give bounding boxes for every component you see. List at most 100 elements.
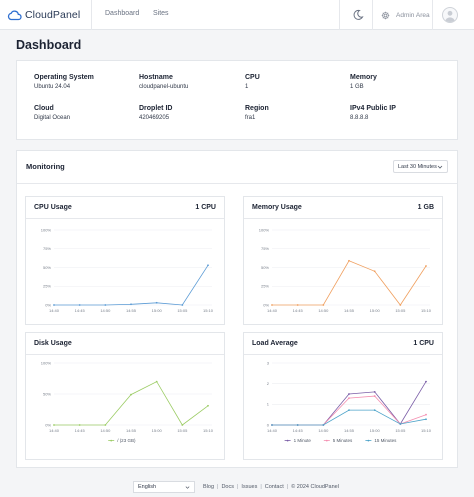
footer-link-blog[interactable]: Blog [203,484,215,490]
language-select[interactable]: English [133,481,195,493]
data-point [373,409,376,412]
data-point [181,424,184,426]
footer: English Blog | Docs | Issues | Contact | © 2024 … [0,481,474,497]
x-tick-label: 15:05 [177,308,188,313]
info-value: Ubuntu 24.04 [34,84,71,90]
y-tick-label: 100% [41,360,52,365]
footer-link-docs[interactable]: Docs [221,484,234,490]
legend-marker [367,439,370,442]
gear-icon [381,11,390,19]
data-point [53,424,55,426]
footer-link-issues[interactable]: Issues [241,484,258,490]
page-title: Dashboard [16,38,82,52]
divider [432,0,433,30]
info-value: 8.8.8.8 [350,115,369,121]
panel-title: Load Average [252,340,298,347]
cpu-usage-panel: 0% 25% 50% 75% 100% 14:40 14:45 14:50 14:55 15:00… [25,196,225,325]
monitoring-card: Monitoring Last 30 Minutes 0% 25% 50% 75% 10… [16,150,458,468]
info-value: 1 GB [350,84,364,90]
series-line [272,381,427,426]
x-tick-label: 14:40 [267,308,278,313]
divider [17,183,457,184]
x-tick-label: 15:10 [421,428,432,433]
disk-usage-chart: 0% 50% 100% 14:40 14:45 14:50 14:55 15:00 15:05 1… [41,360,214,443]
disk-usage-panel: 0% 50% 100% 14:40 14:45 14:50 14:55 15:00 15:05 1… [25,332,225,460]
data-point [130,393,132,396]
y-tick-label: 0 [267,422,270,427]
info-label: Region [245,105,269,112]
x-tick-label: 14:45 [293,308,304,313]
data-point [322,304,325,306]
panel-cpu-count: 1 CPU [195,204,216,211]
data-point [373,391,376,393]
load-average-chart: 0 1 2 3 14:40 14:45 14:50 14:55 15:00 15:05 15:10 1… [267,360,432,443]
footer-link-contact[interactable]: Contact [264,484,284,490]
data-point [181,304,184,306]
moon-icon[interactable] [352,9,364,21]
info-value: 420469205 [139,115,170,121]
data-point [399,423,402,425]
data-point [373,395,376,397]
admin-area-link[interactable]: Admin Area [381,8,430,22]
divider [26,218,224,219]
info-region: Region fra1 [245,105,269,121]
y-tick-label: 100% [41,227,52,232]
nav-sites[interactable]: Sites [153,10,169,17]
info-value: 1 [245,84,249,90]
x-tick-label: 14:55 [126,428,137,433]
info-value: Digital Ocean [34,115,71,121]
y-tick-label: 25% [261,284,269,289]
data-point [348,393,350,395]
data-point [425,418,427,421]
data-point [78,424,81,426]
x-tick-label: 15:00 [152,428,163,433]
user-icon [445,10,455,22]
y-tick-label: 0% [263,302,269,307]
panel-title: Memory Usage [252,204,302,211]
server-info-card: Operating System Ubuntu 24.04 Hostname c… [16,60,458,140]
x-tick-label: 14:40 [49,308,60,313]
x-tick-label: 15:00 [152,308,163,313]
language-value: English [138,484,157,490]
y-tick-label: 1 [267,402,270,407]
x-tick-label: 15:00 [370,308,381,313]
data-point [53,304,55,306]
x-tick-label: 15:10 [203,308,214,313]
data-point [104,304,107,306]
info-value: cloudpanel-ubuntu [139,84,189,90]
legend-marker [325,439,328,442]
legend-label: 5 Minutes [333,438,353,443]
x-tick-label: 14:45 [293,428,304,433]
cpu-usage-chart: 0% 25% 50% 75% 100% 14:40 14:45 14:50 14:55 15:00… [41,227,214,313]
x-tick-label: 14:55 [126,308,137,313]
memory-usage-chart: 0% 25% 50% 75% 100% 14:40 14:45 14:50 14:55 15:00… [259,227,432,313]
y-tick-label: 0% [45,422,51,427]
avatar[interactable] [442,7,458,23]
info-cpu: CPU 1 [245,74,260,90]
footer-links: Blog | Docs | Issues | Contact | © 2024 CloudPan… [203,484,339,490]
data-point [425,380,427,383]
data-point [271,304,273,306]
x-tick-label: 14:55 [344,428,355,433]
x-tick-label: 14:50 [318,308,329,313]
chevron-down-icon [185,486,190,489]
x-tick-label: 15:05 [395,308,406,313]
info-label: Operating System [34,74,94,81]
separator: | [286,484,289,490]
x-tick-label: 15:05 [395,428,406,433]
time-range-select[interactable]: Last 30 Minutes [393,160,448,173]
info-label: IPv4 Public IP [350,105,396,112]
y-tick-label: 50% [43,265,51,270]
nav-dashboard[interactable]: Dashboard [105,10,140,17]
y-tick-label: 100% [259,227,270,232]
data-point [296,304,299,306]
x-tick-label: 15:10 [421,308,432,313]
data-point [296,424,299,426]
info-label: Cloud [34,105,54,112]
separator: | [260,484,262,490]
info-droplet-id: Droplet ID 420469205 [139,105,172,121]
divider [244,354,442,355]
info-label: CPU [245,74,260,81]
cloudpanel-logo[interactable]: CloudPanel [7,7,80,23]
data-point [78,304,81,306]
